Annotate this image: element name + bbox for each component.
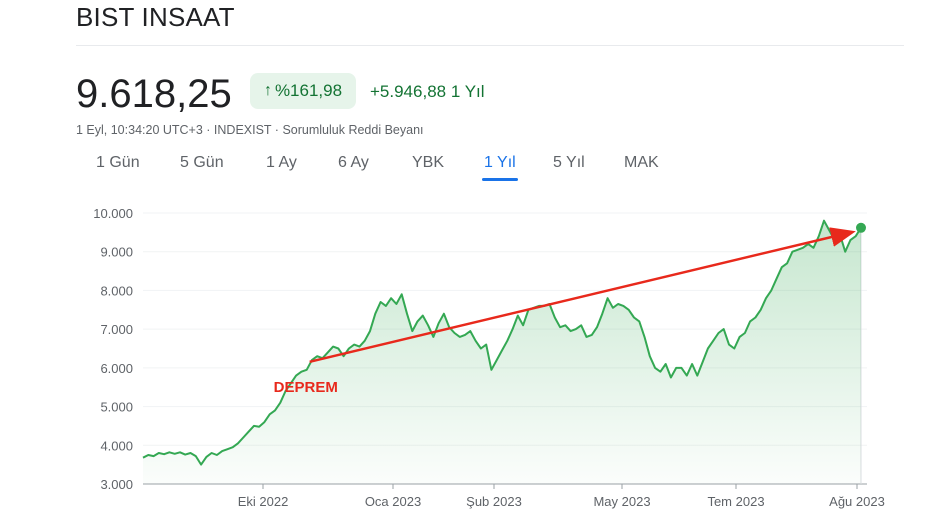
x-axis: Eki 2022 Oca 2023 Şub 2023 May 2023 Tem 2023…	[238, 484, 885, 509]
y-tick-label: 10.000	[93, 206, 133, 221]
series-line	[142, 219, 862, 466]
range-tab-1-day[interactable]: 1 Gün	[96, 154, 140, 171]
y-axis: 3.000 4.000 5.000 6.000 7.000 8.000 9.000 10.00…	[93, 206, 133, 492]
current-value-point	[856, 222, 866, 233]
range-tab-5-day[interactable]: 5 Gün	[180, 154, 224, 171]
y-tick-label: 6.000	[100, 361, 133, 376]
range-tab-6-month[interactable]: 6 Ay	[338, 154, 369, 171]
y-tick-label: 4.000	[100, 438, 133, 453]
y-tick-label: 5.000	[100, 400, 133, 415]
absolute-change: +5.946,88 1 Yıl	[370, 82, 485, 101]
x-tick-label: Oca 2023	[365, 494, 421, 509]
y-tick-label: 9.000	[100, 245, 133, 260]
x-tick-label: Eki 2022	[238, 494, 289, 509]
page-title: BIST INSAAT	[76, 2, 235, 32]
range-tab-ytd[interactable]: YBK	[412, 154, 445, 171]
y-tick-label: 7.000	[100, 322, 133, 337]
x-tick-label: Tem 2023	[707, 494, 764, 509]
annotation-deprem: DEPREM	[274, 379, 338, 396]
price-chart[interactable]: 3.000 4.000 5.000 6.000 7.000 8.000 9.000 10.00…	[0, 195, 938, 527]
y-tick-label: 8.000	[100, 283, 133, 298]
arrow-up-icon: ↑	[263, 82, 272, 99]
trend-arrow	[309, 227, 856, 364]
range-tab-1-year[interactable]: 1 Yıl	[482, 154, 518, 181]
range-tab-1-month[interactable]: 1 Ay	[266, 154, 297, 171]
range-tab-5-year[interactable]: 5 Yıl	[553, 154, 585, 171]
x-tick-label: Ağu 2023	[829, 494, 885, 509]
percent-change-value: %161,98	[274, 81, 343, 100]
y-tick-label: 3.000	[100, 477, 133, 492]
x-tick-label: May 2023	[593, 494, 650, 509]
percent-change-badge: ↑ %161,98	[250, 73, 356, 109]
x-tick-label: Şub 2023	[466, 494, 522, 509]
range-tab-max[interactable]: MAK	[624, 154, 659, 171]
current-price: 9.618,25	[76, 72, 232, 116]
header-divider	[76, 45, 904, 46]
quote-meta: 1 Eyl, 10:34:20 UTC+3 · INDEXIST · Sorum…	[76, 123, 424, 137]
